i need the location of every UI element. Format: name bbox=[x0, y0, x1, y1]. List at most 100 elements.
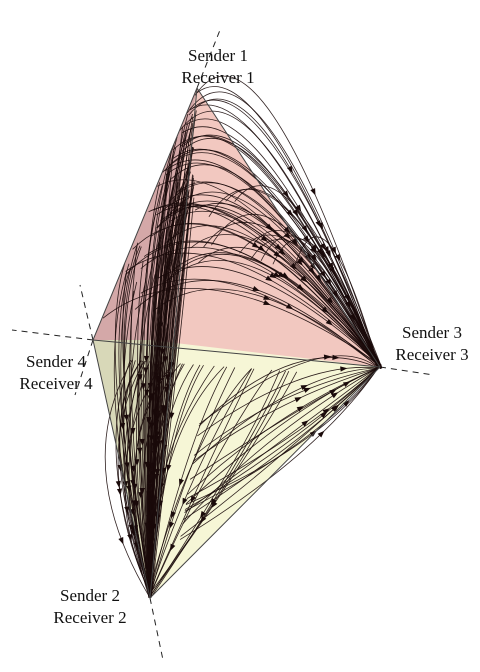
flow-arrow-v2-95 bbox=[210, 498, 217, 506]
flow-arrow-v3-39 bbox=[277, 271, 286, 278]
flow-arrow-v2-93 bbox=[178, 478, 184, 487]
edge-v1-v4 bbox=[92, 87, 198, 341]
flow-arrow-v3-55 bbox=[329, 266, 335, 275]
flow-arrow-v3-14 bbox=[257, 245, 266, 252]
flow-line-v3-22 bbox=[194, 75, 380, 368]
axis-v4-down bbox=[74, 339, 94, 396]
vertex-4-receiver: Receiver 4 bbox=[19, 374, 93, 393]
flow-line-v3-55 bbox=[181, 137, 381, 367]
flow-arrow-v3-74 bbox=[331, 405, 339, 412]
flow-arrow-v3-2 bbox=[273, 251, 281, 258]
vertex-1-sender: Sender 1 bbox=[188, 46, 248, 65]
flow-arrow-v2-78 bbox=[148, 474, 154, 482]
flow-arrow-v3-57 bbox=[265, 275, 273, 282]
flow-line-v3-75 bbox=[198, 357, 379, 427]
flow-arrow-v3-22 bbox=[310, 188, 316, 196]
flow-line-v3-56 bbox=[188, 98, 380, 369]
vertex-2-receiver: Receiver 2 bbox=[53, 608, 127, 627]
vertex-label-1: Sender 1 Receiver 1 bbox=[158, 45, 278, 89]
flow-arrow-v3-70 bbox=[294, 397, 302, 403]
flow-line-v2-35 bbox=[145, 144, 175, 596]
vertex-2-sender: Sender 2 bbox=[60, 586, 120, 605]
flow-arrow-v3-31 bbox=[282, 190, 289, 198]
flow-arrow-v3-20 bbox=[283, 226, 291, 234]
flow-line-v2-91 bbox=[141, 363, 181, 595]
flow-line-v3-51 bbox=[172, 135, 379, 367]
vertex-label-3: Sender 3 Receiver 3 bbox=[372, 322, 480, 366]
flow-arrow-v2-105 bbox=[124, 506, 130, 514]
flow-arrow-v3-50 bbox=[319, 250, 326, 258]
flow-line-v3-71 bbox=[185, 367, 379, 506]
edge-v1-v3 bbox=[196, 87, 381, 368]
flow-line-v2-76 bbox=[114, 263, 151, 596]
flow-arrow-v3-42 bbox=[325, 319, 333, 326]
flow-line-v3-54 bbox=[203, 221, 382, 367]
flow-arrow-v3-58 bbox=[319, 242, 326, 251]
axis-v3 bbox=[379, 366, 435, 376]
flow-line-v3-68 bbox=[192, 367, 379, 465]
flow-line-v2-83 bbox=[150, 367, 236, 595]
flow-arrow-v3-48 bbox=[303, 235, 310, 243]
flow-arrow-v3-37 bbox=[291, 238, 298, 246]
flow-arrow-v3-72 bbox=[301, 420, 309, 427]
flow-arrow-v3-76 bbox=[303, 387, 311, 393]
edge-v4-v3 bbox=[92, 339, 381, 368]
flow-line-v3-27 bbox=[251, 239, 379, 367]
flow-arrow-v3-26 bbox=[296, 284, 304, 291]
flow-arrow-v2-100 bbox=[190, 495, 197, 503]
flow-arrow-v3-21 bbox=[278, 248, 286, 256]
flow-line-v2-104 bbox=[104, 359, 149, 596]
flow-arrow-v2-88 bbox=[147, 533, 153, 541]
flow-line-v2-82 bbox=[128, 361, 150, 598]
flow-line-v3-46 bbox=[148, 204, 381, 368]
flow-arrow-v2-89 bbox=[166, 464, 172, 472]
flow-line-v2-107 bbox=[149, 370, 281, 598]
flow-line-v2-95 bbox=[150, 370, 286, 599]
flow-line-v2-102 bbox=[150, 369, 273, 595]
flow-arrow-v2-106 bbox=[200, 515, 207, 524]
vertex-3-receiver: Receiver 3 bbox=[395, 345, 469, 364]
flow-arrow-v3-64 bbox=[322, 408, 330, 415]
vertex-1-receiver: Receiver 1 bbox=[181, 68, 255, 87]
flow-arrow-v3-60 bbox=[323, 354, 332, 360]
flow-arrow-v3-40 bbox=[296, 258, 303, 266]
flow-line-v3-77 bbox=[189, 367, 379, 480]
flow-arrow-v2-35 bbox=[143, 355, 149, 363]
flow-arrow-v3-34 bbox=[297, 256, 305, 264]
flow-line-v2-109 bbox=[148, 364, 201, 597]
flow-arrow-v3-66 bbox=[317, 430, 325, 438]
flow-line-v2-93 bbox=[148, 366, 228, 598]
flow-line-v2-70 bbox=[143, 182, 161, 592]
flow-arrow-v3-0 bbox=[265, 223, 273, 231]
flow-arrow-v2-102 bbox=[170, 543, 176, 552]
flow-line-v2-101 bbox=[119, 360, 151, 594]
flow-arrow-v3-4 bbox=[310, 253, 318, 261]
flow-line-v2-108 bbox=[133, 362, 175, 597]
flow-arrow-v3-36 bbox=[263, 294, 271, 300]
flow-arrow-v2-99 bbox=[152, 510, 158, 519]
flow-arrow-v3-47 bbox=[330, 246, 336, 255]
flow-arrow-v3-23 bbox=[308, 267, 315, 275]
flow-arrow-v3-25 bbox=[269, 272, 277, 279]
flow-line-v3-57 bbox=[125, 252, 382, 366]
flow-arrow-v3-62 bbox=[340, 366, 348, 372]
flow-arrow-v2-103 bbox=[152, 496, 158, 504]
flow-arrow-v2-61 bbox=[154, 435, 160, 443]
flow-line-v3-66 bbox=[179, 367, 379, 540]
flow-line-v3-65 bbox=[187, 367, 379, 495]
flow-line-v2-100 bbox=[149, 368, 255, 597]
flow-line-v3-73 bbox=[184, 367, 379, 510]
flow-arrow-v3-44 bbox=[285, 303, 294, 310]
flow-arrow-v2-97 bbox=[115, 480, 121, 489]
flow-arrow-v2-51 bbox=[154, 468, 160, 476]
flow-arrow-v2-91 bbox=[139, 487, 145, 495]
flow-arrow-v3-17 bbox=[295, 204, 302, 212]
flow-line-v3-49 bbox=[102, 287, 381, 366]
flow-arrow-v2-107 bbox=[200, 510, 207, 519]
flow-arrow-v2-76 bbox=[126, 485, 132, 493]
flow-arrow-v3-59 bbox=[251, 242, 260, 249]
vertex-label-2: Sender 2 Receiver 2 bbox=[30, 585, 150, 629]
flow-line-v2-97 bbox=[115, 359, 152, 598]
flow-line-v2-92 bbox=[148, 368, 252, 598]
